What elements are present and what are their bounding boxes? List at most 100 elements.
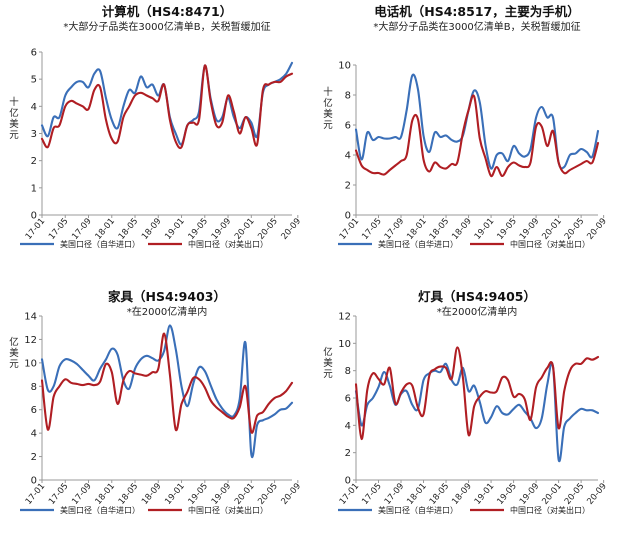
x-tick-label: 17-05 <box>47 482 71 507</box>
x-tick-label: 20-09 <box>280 217 304 242</box>
y-tick-label: 4 <box>345 151 351 162</box>
x-tick-label: 17-05 <box>47 217 71 242</box>
chart-panel-2: 电话机（HS4:8517，主要为手机）*大部分子品类在3000亿清单B，关税暂缓… <box>323 4 609 249</box>
y-tick-label: 2 <box>345 181 351 192</box>
chart-subtitle: *在2000亿清单内 <box>127 305 207 318</box>
x-tick-label: 18-05 <box>428 217 452 242</box>
x-tick-label: 18-09 <box>450 482 474 507</box>
y-tick-label: 10 <box>338 339 351 350</box>
x-tick-label: 20-01 <box>540 217 564 242</box>
y-tick-label: 0 <box>345 476 351 487</box>
x-tick-label: 19-09 <box>518 217 542 242</box>
chart-subtitle: *大部分子品类在3000亿清单B，关税暂缓加征 <box>63 20 270 33</box>
x-tick-label: 19-09 <box>518 482 542 507</box>
chart-panel-1: 计算机（HS4:8471）*大部分子品类在3000亿清单B，关税暂缓加征十亿美元… <box>9 4 303 249</box>
x-tick-label: 20-01 <box>233 482 257 507</box>
x-tick-label: 19-05 <box>495 482 519 507</box>
y-tick-label: 2 <box>345 448 351 459</box>
series-line-cn <box>354 346 600 441</box>
x-tick-label: 20-01 <box>540 482 564 507</box>
chart-subtitle: *在2000亿清单内 <box>437 305 517 318</box>
x-tick-label: 18-05 <box>117 217 141 242</box>
x-tick-label: 19-09 <box>210 217 234 242</box>
x-tick-label: 18-05 <box>428 482 452 507</box>
y-axis-label: 十亿美元 <box>9 96 19 141</box>
legend-label-us: 美国口径（自华进口） <box>60 505 140 515</box>
x-tick-label: 20-09 <box>280 482 304 507</box>
x-tick-label: 20-05 <box>256 217 280 242</box>
legend-label-cn: 中国口径（对美出口） <box>188 239 268 249</box>
y-tick-label: 6 <box>31 405 37 416</box>
series-line-us <box>40 324 294 459</box>
legend-label-cn: 中国口径（对美出口） <box>510 505 590 515</box>
series-line-cn <box>40 332 294 434</box>
y-axis-label: 亿美元 <box>9 336 19 370</box>
x-tick-label: 17-09 <box>70 217 94 242</box>
y-tick-label: 1 <box>31 183 37 194</box>
x-tick-label: 17-09 <box>383 482 407 507</box>
x-tick-label: 18-09 <box>450 217 474 242</box>
y-tick-label: 12 <box>338 312 351 323</box>
x-tick-label: 20-01 <box>233 217 257 242</box>
x-tick-label: 18-09 <box>140 217 164 242</box>
y-tick-label: 0 <box>345 211 351 222</box>
x-tick-label: 19-01 <box>163 217 187 242</box>
x-tick-label: 19-01 <box>163 482 187 507</box>
y-tick-label: 0 <box>31 211 37 222</box>
y-tick-label: 6 <box>345 121 351 132</box>
y-tick-label: 4 <box>31 102 37 113</box>
x-tick-label: 20-09 <box>585 482 609 507</box>
y-tick-label: 10 <box>24 358 37 369</box>
y-tick-label: 2 <box>31 156 37 167</box>
y-tick-label: 8 <box>345 91 351 102</box>
x-tick-label: 19-01 <box>473 482 497 507</box>
x-tick-label: 17-01 <box>338 217 362 242</box>
x-tick-label: 19-05 <box>187 482 211 507</box>
chart-title: 家具（HS4:9403） <box>108 289 226 304</box>
y-tick-label: 12 <box>24 335 37 346</box>
y-tick-label: 3 <box>31 129 37 140</box>
y-tick-label: 4 <box>31 429 37 440</box>
x-tick-label: 17-01 <box>24 482 48 507</box>
x-tick-label: 17-09 <box>70 482 94 507</box>
x-tick-label: 17-01 <box>24 217 48 242</box>
legend-label-us: 美国口径（自华进口） <box>378 239 458 249</box>
x-tick-label: 18-09 <box>140 482 164 507</box>
legend-label-cn: 中国口径（对美出口） <box>188 505 268 515</box>
series-line-cn <box>40 64 294 150</box>
y-tick-label: 8 <box>345 366 351 377</box>
y-tick-label: 6 <box>345 394 351 405</box>
x-tick-label: 19-09 <box>210 482 234 507</box>
chart-title: 灯具（HS4:9405） <box>418 289 536 304</box>
chart-subtitle: *大部分子品类在3000亿清单B，关税暂缓加征 <box>373 20 580 33</box>
x-tick-label: 18-01 <box>94 482 118 507</box>
chart-title: 计算机（HS4:8471） <box>102 4 232 19</box>
y-tick-label: 14 <box>24 312 37 323</box>
legend-label-cn: 中国口径（对美出口） <box>510 239 590 249</box>
x-tick-label: 19-05 <box>187 217 211 242</box>
x-tick-label: 20-05 <box>256 482 280 507</box>
x-tick-label: 17-05 <box>360 482 384 507</box>
legend-label-us: 美国口径（自华进口） <box>378 505 458 515</box>
x-tick-label: 18-01 <box>405 217 429 242</box>
y-tick-label: 5 <box>31 75 37 86</box>
x-tick-label: 19-01 <box>473 217 497 242</box>
x-tick-label: 18-01 <box>94 217 118 242</box>
y-tick-label: 2 <box>31 452 37 463</box>
x-tick-label: 17-09 <box>383 217 407 242</box>
chart-title: 电话机（HS4:8517，主要为手机） <box>374 4 579 19</box>
x-tick-label: 18-01 <box>405 482 429 507</box>
x-tick-label: 19-05 <box>495 217 519 242</box>
legend-label-us: 美国口径（自华进口） <box>60 239 140 249</box>
y-tick-label: 6 <box>31 48 37 59</box>
series-line-cn <box>354 94 600 178</box>
x-tick-label: 18-05 <box>117 482 141 507</box>
x-tick-label: 17-01 <box>338 482 362 507</box>
y-axis-label: 十亿美元 <box>323 86 333 131</box>
x-tick-label: 20-09 <box>585 217 609 242</box>
y-tick-label: 10 <box>338 61 351 72</box>
y-tick-label: 0 <box>31 476 37 487</box>
x-tick-label: 20-05 <box>563 482 587 507</box>
